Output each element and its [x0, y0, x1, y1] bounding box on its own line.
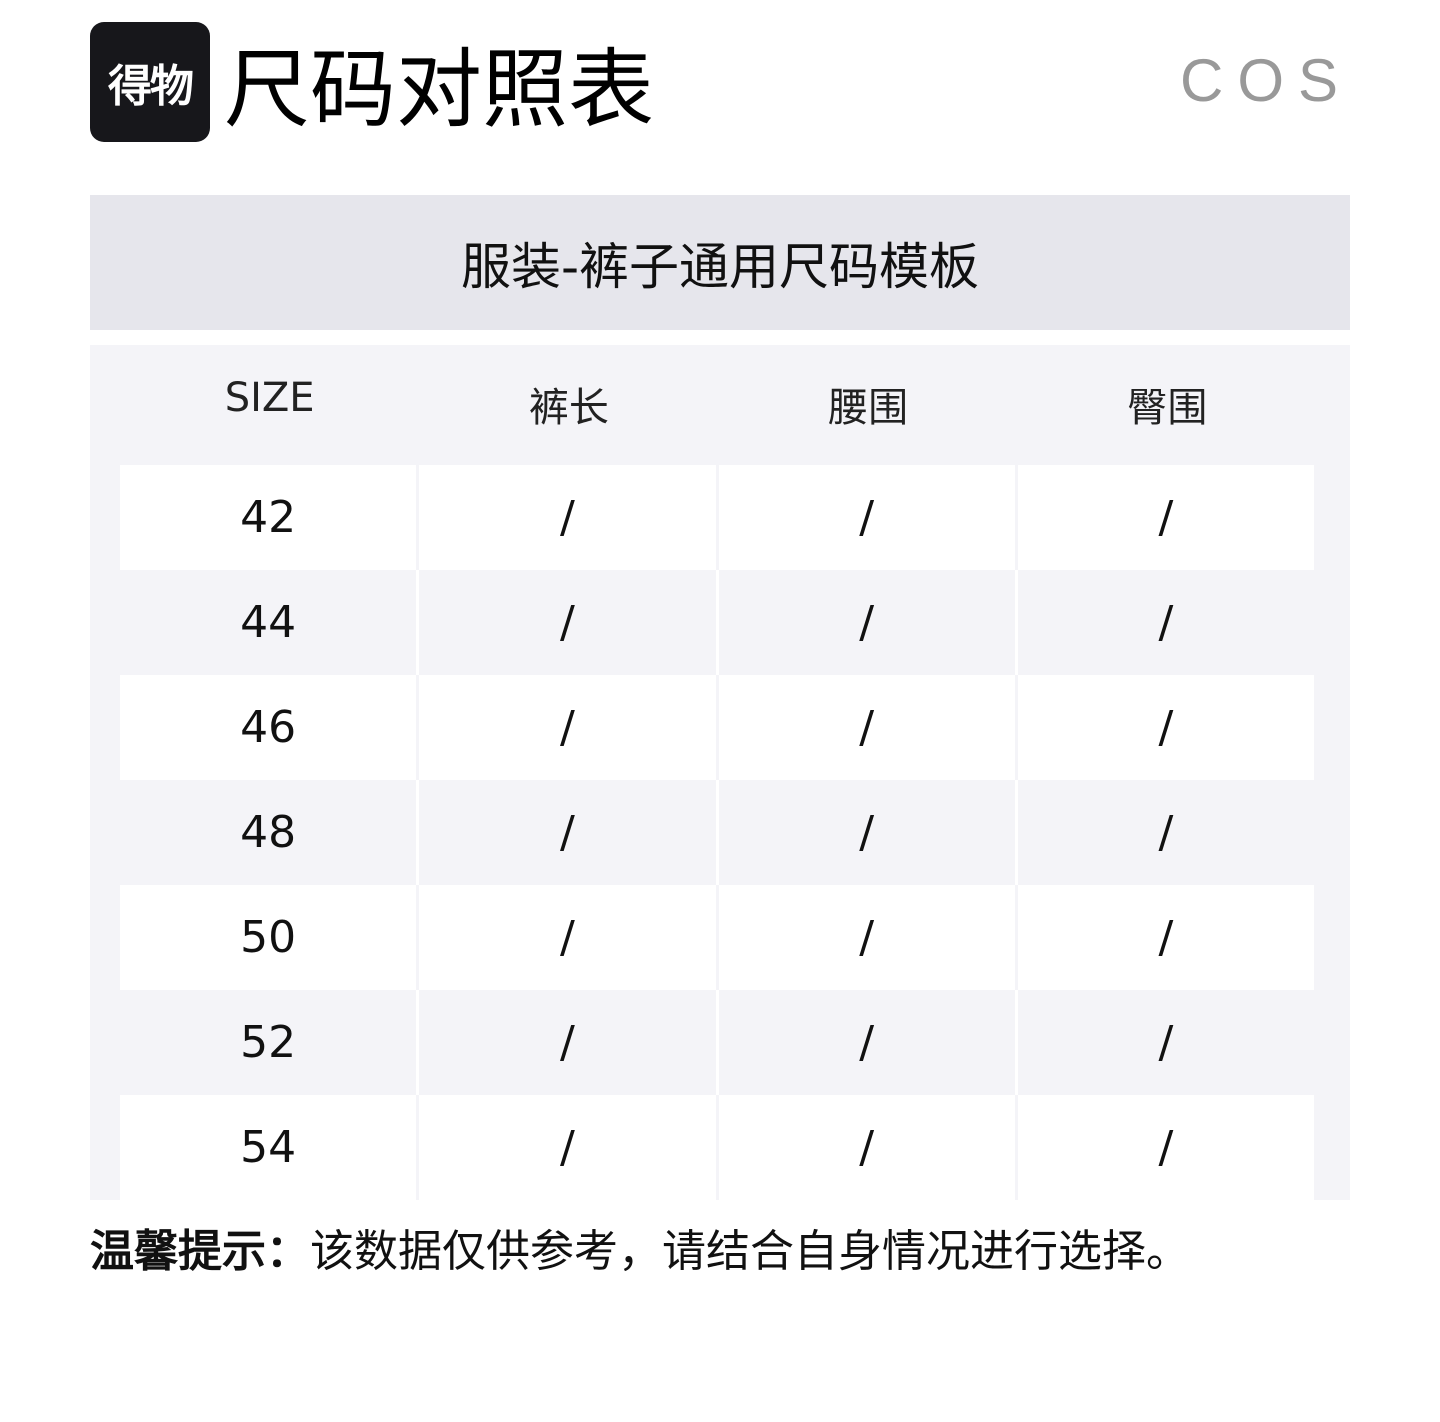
table-cell: 50: [120, 885, 417, 990]
table-cell: /: [419, 885, 716, 990]
brand-logo: COS: [1180, 47, 1353, 114]
table-row: 54// /: [120, 1095, 1317, 1200]
page-title: 尺码对照表: [224, 40, 654, 140]
table-cell: /: [1017, 570, 1314, 675]
table-cell: /: [1017, 885, 1314, 990]
table-cell: 52: [120, 990, 417, 1095]
table-cell: /: [1017, 465, 1314, 570]
table-row: 52// /: [120, 990, 1317, 1095]
table-header: SIZE 裤长 腰围 臀围: [120, 375, 1317, 435]
table-cell: 44: [120, 570, 417, 675]
table-cell: /: [718, 465, 1015, 570]
table-cell: /: [419, 570, 716, 675]
table-row: 46// /: [120, 675, 1317, 780]
table-row: 48// /: [120, 780, 1317, 885]
table-row: 50// /: [120, 885, 1317, 990]
dewu-logo: 得物: [90, 22, 210, 142]
table-cell: 46: [120, 675, 417, 780]
table-cell: /: [419, 465, 716, 570]
tip-label: 温馨提示：: [90, 1226, 310, 1277]
table-cell: /: [718, 675, 1015, 780]
size-table: SIZE 裤长 腰围 臀围 42///44///46///48///50///5…: [90, 345, 1350, 1200]
column-header-waist: 腰围: [828, 385, 909, 431]
column-header-hip: 臀围: [1127, 385, 1208, 431]
tip-note: 温馨提示：该数据仅供参考，请结合自身情况进行选择。: [90, 1222, 1190, 1282]
table-cell: /: [1017, 1095, 1314, 1200]
table-cell: /: [419, 990, 716, 1095]
table-cell: /: [1017, 675, 1314, 780]
table-cell: /: [718, 990, 1015, 1095]
table-cell: 42: [120, 465, 417, 570]
template-banner: 服装-裤子通用尺码模板: [90, 195, 1350, 330]
table-cell: /: [1017, 780, 1314, 885]
table-cell: /: [718, 570, 1015, 675]
table-cell: 48: [120, 780, 417, 885]
table-cell: /: [419, 780, 716, 885]
table-cell: 54: [120, 1095, 417, 1200]
logo-text: 得物: [108, 61, 194, 112]
template-title: 服装-裤子通用尺码模板: [460, 237, 980, 296]
table-cell: /: [718, 885, 1015, 990]
column-header-size: SIZE: [224, 375, 315, 421]
table-row: 44// /: [120, 570, 1317, 675]
column-header-length: 裤长: [528, 385, 609, 431]
table-cell: /: [419, 675, 716, 780]
table-cell: /: [718, 780, 1015, 885]
table-cell: /: [1017, 990, 1314, 1095]
table-cell: /: [419, 1095, 716, 1200]
table-row: 42// /: [120, 465, 1317, 570]
tip-text: 该数据仅供参考，请结合自身情况进行选择。: [310, 1226, 1190, 1277]
table-cell: /: [718, 1095, 1015, 1200]
